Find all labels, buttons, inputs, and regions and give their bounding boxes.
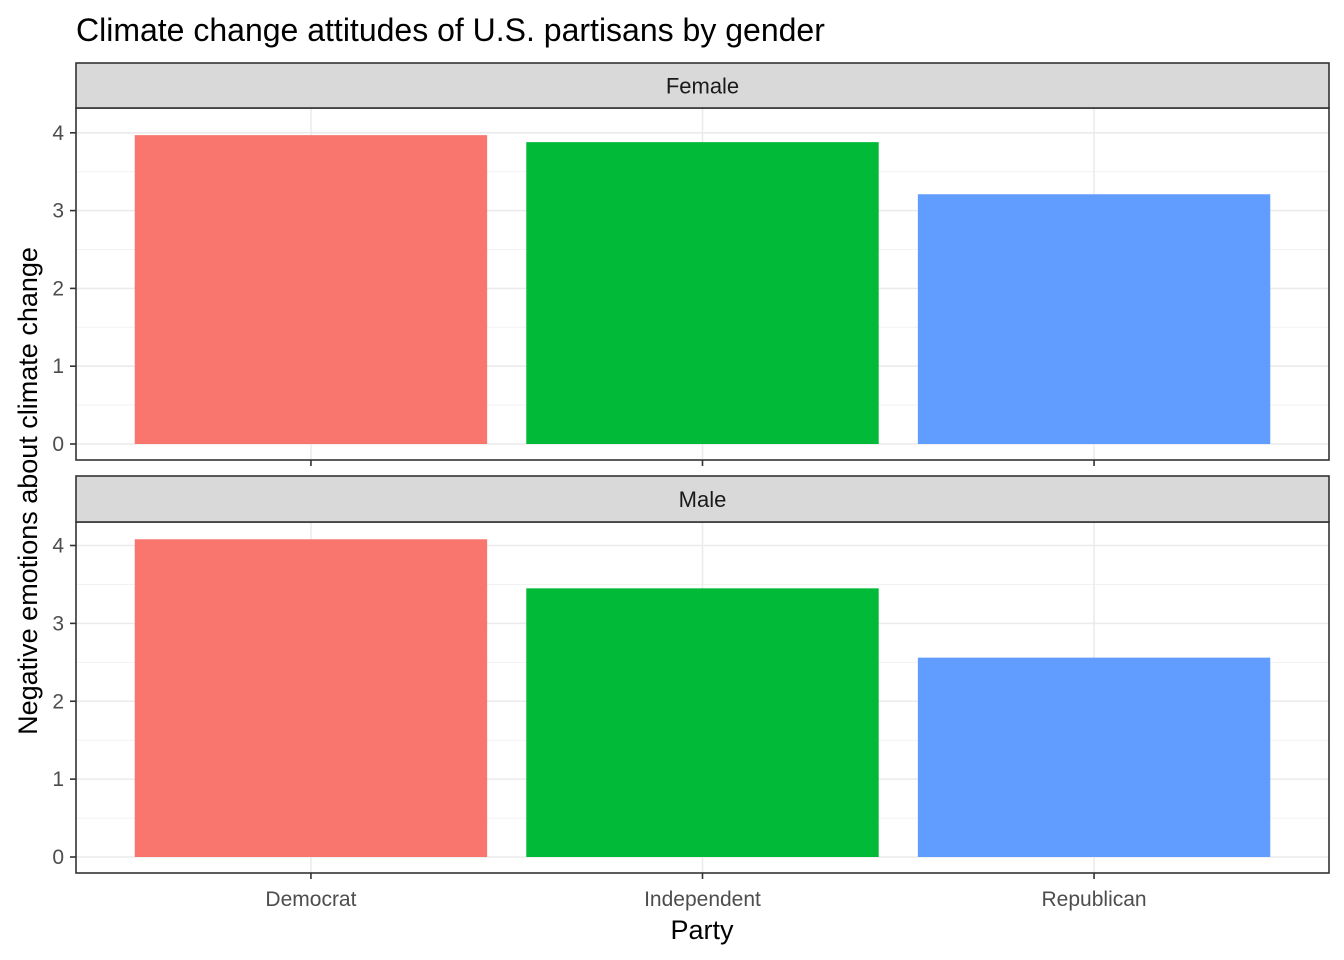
y-axis-title: Negative emotions about climate change — [13, 247, 43, 735]
bar-female-independent — [526, 142, 879, 445]
facet-panel-female: Female 0 1 2 3 4 — [52, 62, 1330, 466]
x-axis-title: Party — [670, 915, 734, 945]
x-axis: Democrat Independent Republican — [265, 888, 1146, 911]
y-tick-label: 0 — [52, 846, 64, 869]
y-tick-label: 3 — [52, 200, 64, 223]
facet-label: Female — [666, 74, 739, 99]
y-tick-label: 2 — [52, 690, 64, 713]
bar-male-democrat — [134, 539, 488, 857]
y-tick-label: 4 — [52, 122, 64, 145]
facet-panel-male: Male 0 1 2 3 4 — [52, 475, 1330, 879]
bar-female-republican — [917, 194, 1271, 444]
chart-panels: Female 0 1 2 3 4 Male 0 1 2 3 4 — [52, 62, 1330, 879]
bar-male-independent — [526, 588, 879, 857]
bar-male-republican — [917, 657, 1271, 857]
y-tick-label: 1 — [52, 768, 64, 791]
y-tick-label: 4 — [52, 535, 64, 558]
chart-title: Climate change attitudes of U.S. partisa… — [76, 12, 825, 48]
x-tick-label: Republican — [1042, 888, 1147, 911]
y-tick-label: 1 — [52, 355, 64, 378]
x-tick-label: Independent — [644, 888, 761, 911]
facet-strip — [75, 62, 1330, 109]
x-tick-label: Democrat — [265, 888, 356, 911]
facet-strip — [75, 475, 1330, 523]
y-tick-label: 2 — [52, 277, 64, 300]
bar-female-democrat — [134, 135, 488, 444]
y-tick-label: 0 — [52, 433, 64, 456]
y-tick-label: 3 — [52, 612, 64, 635]
facet-label: Male — [679, 487, 727, 512]
